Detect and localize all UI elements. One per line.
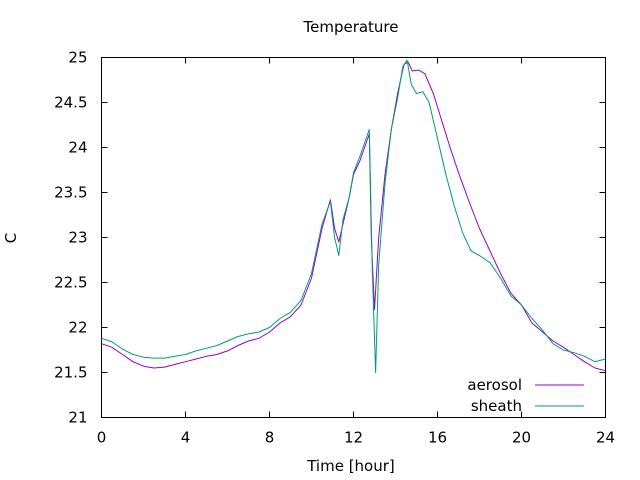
- legend: aerosol sheath: [467, 376, 584, 415]
- axis-ticks: 0 4 8 12 16 20 24 21 21.5 22 22.5 23 23.5 24 24.5 25: [54, 49, 615, 447]
- x-tick-label: 16: [428, 429, 447, 447]
- series-line-sheath: [101, 59, 606, 373]
- legend-label-aerosol: aerosol: [467, 376, 522, 394]
- x-tick-label: 8: [265, 429, 275, 447]
- x-tick-label: 0: [97, 429, 107, 447]
- y-tick-label: 24: [68, 139, 87, 157]
- y-tick-label: 21.5: [54, 364, 87, 382]
- x-tick-label: 4: [181, 429, 191, 447]
- y-axis-label: C: [2, 233, 20, 243]
- y-tick-label: 23: [68, 229, 87, 247]
- y-tick-label: 24.5: [54, 94, 87, 112]
- x-tick-label: 20: [512, 429, 531, 447]
- x-tick-label: 24: [596, 429, 615, 447]
- y-tick-label: 21: [68, 409, 87, 427]
- y-tick-label: 22.5: [54, 274, 87, 292]
- series-line-aerosol: [101, 61, 606, 372]
- y-tick-label: 23.5: [54, 184, 87, 202]
- series-layer: [101, 59, 606, 373]
- y-tick-label: 25: [68, 49, 87, 67]
- x-tick-label: 12: [344, 429, 363, 447]
- y-tick-label: 22: [68, 319, 87, 337]
- x-axis-label: Time [hour]: [306, 457, 395, 475]
- legend-label-sheath: sheath: [471, 397, 522, 415]
- chart-title: Temperature: [302, 18, 398, 36]
